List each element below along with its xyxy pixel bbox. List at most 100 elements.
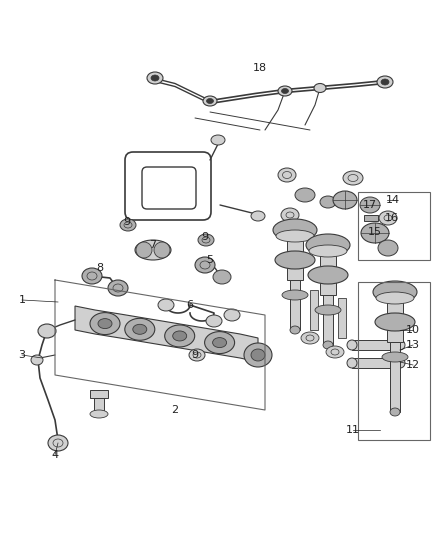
Text: 5: 5 bbox=[206, 255, 213, 265]
Ellipse shape bbox=[90, 312, 120, 335]
Ellipse shape bbox=[373, 281, 417, 303]
Text: 9: 9 bbox=[201, 232, 208, 242]
Ellipse shape bbox=[323, 341, 333, 349]
Text: 1: 1 bbox=[18, 295, 25, 305]
Ellipse shape bbox=[205, 332, 235, 353]
Ellipse shape bbox=[347, 358, 357, 368]
Ellipse shape bbox=[282, 88, 289, 93]
Bar bbox=[287, 260, 303, 280]
Ellipse shape bbox=[273, 219, 317, 241]
Ellipse shape bbox=[206, 99, 213, 103]
Bar bbox=[390, 342, 400, 412]
Text: 16: 16 bbox=[385, 213, 399, 223]
Ellipse shape bbox=[251, 211, 265, 221]
Ellipse shape bbox=[315, 305, 341, 315]
Ellipse shape bbox=[290, 326, 300, 334]
Ellipse shape bbox=[213, 270, 231, 284]
Ellipse shape bbox=[136, 242, 152, 258]
Ellipse shape bbox=[173, 331, 187, 341]
Ellipse shape bbox=[224, 309, 240, 321]
Ellipse shape bbox=[147, 72, 163, 84]
Ellipse shape bbox=[125, 318, 155, 340]
Ellipse shape bbox=[308, 266, 348, 284]
Bar bbox=[320, 275, 336, 295]
Ellipse shape bbox=[31, 355, 43, 365]
Text: 6: 6 bbox=[187, 300, 194, 310]
Ellipse shape bbox=[198, 234, 214, 246]
Ellipse shape bbox=[206, 315, 222, 327]
Ellipse shape bbox=[309, 245, 347, 257]
Ellipse shape bbox=[376, 292, 414, 304]
Text: 3: 3 bbox=[18, 350, 25, 360]
Bar bbox=[323, 295, 333, 345]
Ellipse shape bbox=[361, 223, 389, 243]
Ellipse shape bbox=[314, 84, 326, 93]
Ellipse shape bbox=[379, 211, 397, 225]
Ellipse shape bbox=[295, 188, 315, 202]
Ellipse shape bbox=[395, 340, 405, 350]
Text: 7: 7 bbox=[149, 240, 156, 250]
Bar bbox=[387, 322, 403, 342]
Bar bbox=[338, 298, 346, 338]
Bar bbox=[94, 398, 104, 412]
Bar bbox=[287, 236, 303, 258]
Bar bbox=[352, 358, 400, 368]
Ellipse shape bbox=[278, 86, 292, 96]
Ellipse shape bbox=[251, 349, 265, 361]
Ellipse shape bbox=[333, 191, 357, 209]
Bar bbox=[387, 298, 403, 320]
Bar bbox=[358, 192, 430, 260]
Text: 18: 18 bbox=[253, 63, 267, 73]
Ellipse shape bbox=[281, 208, 299, 222]
Ellipse shape bbox=[301, 332, 319, 344]
Ellipse shape bbox=[377, 76, 393, 88]
Ellipse shape bbox=[82, 268, 102, 284]
Ellipse shape bbox=[135, 240, 171, 260]
Ellipse shape bbox=[212, 337, 226, 348]
Text: 4: 4 bbox=[51, 450, 59, 460]
Ellipse shape bbox=[320, 196, 336, 208]
Ellipse shape bbox=[381, 79, 389, 85]
Ellipse shape bbox=[151, 75, 159, 81]
Ellipse shape bbox=[276, 230, 314, 242]
Ellipse shape bbox=[244, 343, 272, 367]
Ellipse shape bbox=[154, 242, 170, 258]
Ellipse shape bbox=[375, 313, 415, 331]
Ellipse shape bbox=[282, 290, 308, 300]
Ellipse shape bbox=[347, 340, 357, 350]
Ellipse shape bbox=[189, 349, 205, 361]
Ellipse shape bbox=[108, 280, 128, 296]
Ellipse shape bbox=[165, 325, 195, 347]
Ellipse shape bbox=[98, 319, 112, 329]
Ellipse shape bbox=[378, 240, 398, 256]
Bar bbox=[358, 282, 430, 440]
Ellipse shape bbox=[203, 96, 217, 106]
Ellipse shape bbox=[38, 324, 56, 338]
Polygon shape bbox=[75, 306, 258, 362]
Text: 14: 14 bbox=[386, 195, 400, 205]
Bar bbox=[90, 390, 108, 398]
Text: 8: 8 bbox=[96, 263, 103, 273]
Ellipse shape bbox=[211, 135, 225, 145]
Bar bbox=[320, 251, 336, 273]
Ellipse shape bbox=[360, 197, 380, 213]
Text: 10: 10 bbox=[406, 325, 420, 335]
Ellipse shape bbox=[326, 346, 344, 358]
Bar bbox=[310, 290, 318, 330]
Ellipse shape bbox=[390, 408, 400, 416]
Ellipse shape bbox=[133, 324, 147, 334]
Ellipse shape bbox=[48, 435, 68, 451]
Text: 9: 9 bbox=[124, 217, 131, 227]
Ellipse shape bbox=[158, 299, 174, 311]
Ellipse shape bbox=[90, 410, 108, 418]
Text: 17: 17 bbox=[363, 200, 377, 210]
Ellipse shape bbox=[343, 171, 363, 185]
Ellipse shape bbox=[306, 234, 350, 256]
Ellipse shape bbox=[395, 358, 405, 368]
Text: 15: 15 bbox=[368, 227, 382, 237]
Ellipse shape bbox=[275, 251, 315, 269]
Ellipse shape bbox=[120, 219, 136, 231]
Ellipse shape bbox=[278, 168, 296, 182]
Text: 2: 2 bbox=[171, 405, 179, 415]
Bar bbox=[364, 215, 378, 221]
